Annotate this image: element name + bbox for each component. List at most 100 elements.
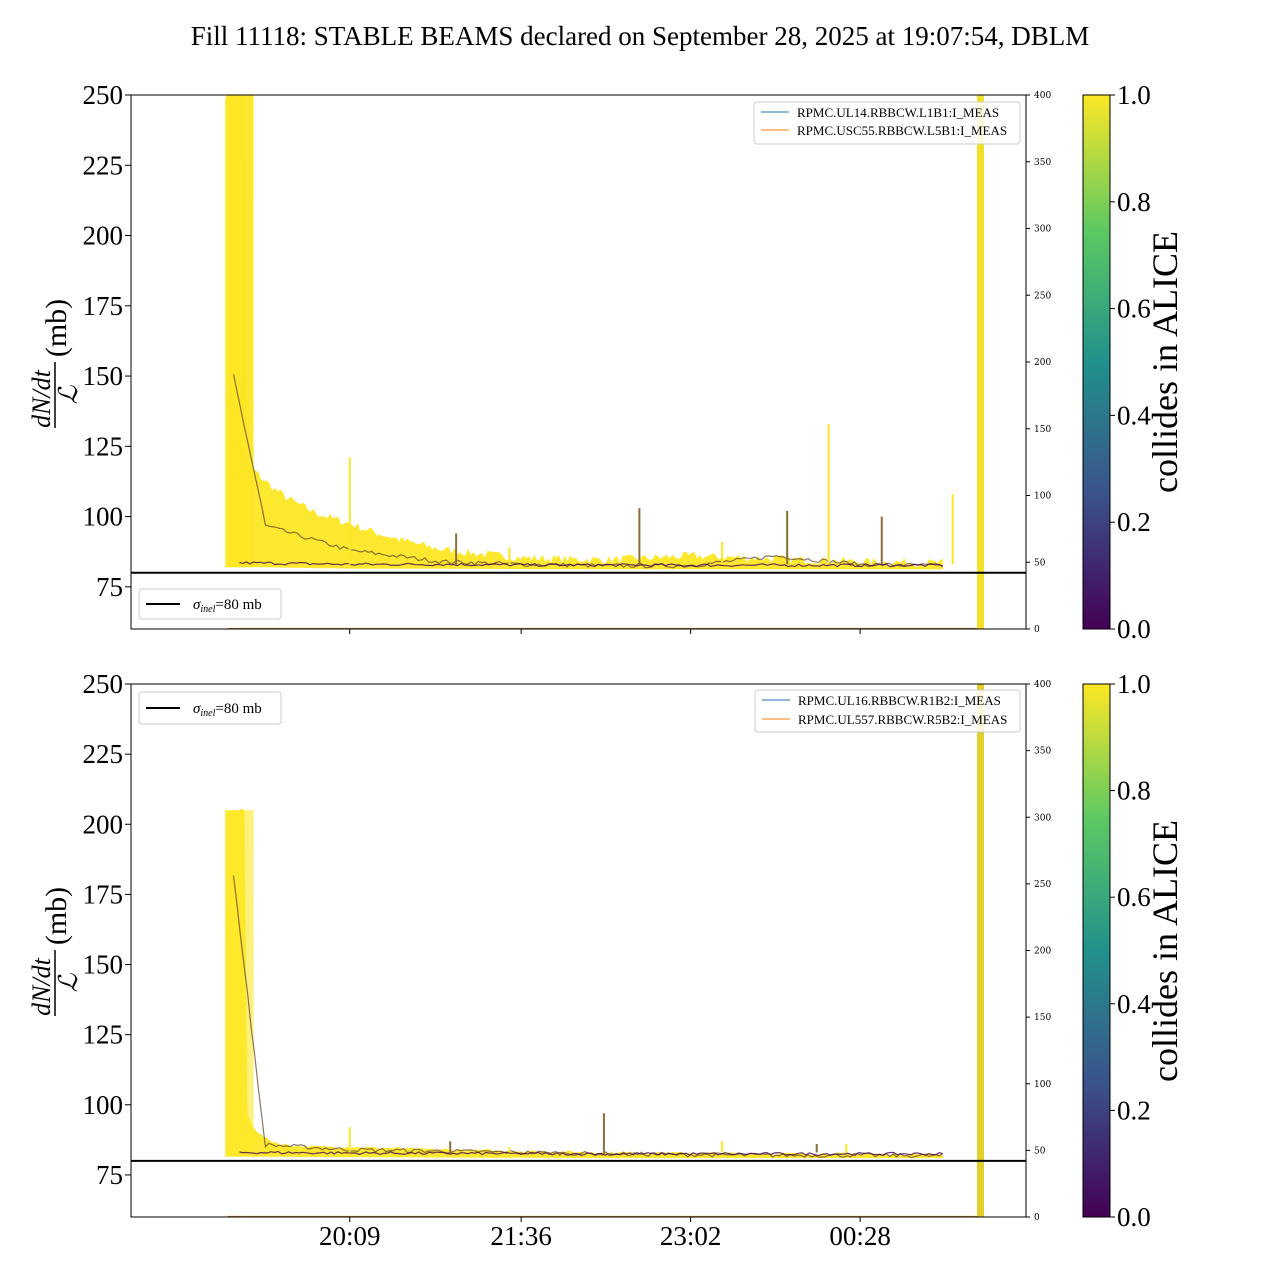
bot-end-band <box>977 684 984 1217</box>
bot-ytick-label: 225 <box>83 739 124 769</box>
bot-right-ytick-label: 200 <box>1034 947 1051 957</box>
top-ylabel-unit: (mb) <box>40 299 73 357</box>
top-legend-label-2: RPMC.USC55.RBBCW.L5B1:I_MEAS <box>797 123 1007 138</box>
top-colorbar-ticks: 0.0 0.2 0.4 0.6 0.8 1.0 <box>1110 80 1151 644</box>
top-ylabel-denominator: ℒ <box>54 384 83 404</box>
top-legend-label-1: RPMC.UL14.RBBCW.L1B1:I_MEAS <box>797 105 999 120</box>
bot-ytick-label: 125 <box>83 1020 124 1050</box>
bot-right-ytick-label: 0 <box>1034 1213 1040 1223</box>
bottom-legend-label-1: RPMC.UL16.RBBCW.R1B2:I_MEAS <box>798 693 1001 708</box>
bot-cb-tick-label: 0.8 <box>1117 776 1151 806</box>
bot-xtick-label: 20:09 <box>319 1221 381 1251</box>
top-right-ytick-label: 100 <box>1034 492 1051 502</box>
bot-cb-tick-label: 1.0 <box>1117 669 1151 699</box>
top-sigma-legend-box <box>138 588 282 620</box>
chart-title: Fill 11118: STABLE BEAMS declared on Sep… <box>191 21 1090 51</box>
top-end-band <box>977 95 984 629</box>
bottom-ylabel-numerator: dN/dt <box>27 957 56 1016</box>
top-initial-peak <box>227 95 254 568</box>
bot-right-ytick-label: 50 <box>1034 1146 1046 1156</box>
top-ylabel: dN/dt ℒ (mb) <box>27 299 83 428</box>
bot-cb-tick-label: 0.2 <box>1117 1095 1151 1125</box>
bottom-legend-box <box>754 689 1021 733</box>
top-dark-trace <box>232 374 944 569</box>
bottom-right-y-ticks: 0 50 100 150 200 250 300 350 400 <box>1026 680 1051 1223</box>
top-ytick-label: 225 <box>83 150 124 180</box>
bottom-ylabel-denominator: ℒ <box>54 972 83 992</box>
top-ytick-label: 100 <box>83 502 124 532</box>
bot-cb-tick-label: 0.4 <box>1117 989 1151 1019</box>
bot-ytick-label: 75 <box>96 1160 123 1190</box>
top-cb-tick-label: 0.2 <box>1117 507 1151 537</box>
bot-dark-trace <box>232 875 944 1159</box>
top-x-ticks <box>349 629 861 634</box>
bottom-sigma-legend-box <box>138 691 282 725</box>
top-dark-baseline <box>239 561 944 568</box>
bot-cb-tick-label: 0.6 <box>1117 882 1151 912</box>
bottom-axes-frame <box>130 683 1027 1218</box>
top-sigma-legend-label: σinel=80 mb <box>193 597 262 615</box>
top-colorbar: 0.0 0.2 0.4 0.6 0.8 1.0 collides in ALICE <box>1082 80 1185 644</box>
top-ytick-label: 150 <box>83 361 124 391</box>
bottom-legend-sigma: σinel=80 mb <box>138 691 282 725</box>
bottom-sigma-legend-label: σinel=80 mb <box>193 701 262 719</box>
bot-initial-peak <box>227 810 254 1156</box>
top-ytick-label: 250 <box>83 80 124 110</box>
bottom-colorbar-ticks: 0.0 0.2 0.4 0.6 0.8 1.0 <box>1110 669 1151 1232</box>
top-cb-tick-label: 1.0 <box>1117 80 1151 110</box>
top-legend-box <box>753 101 1021 145</box>
bot-right-ytick-label: 300 <box>1034 813 1051 823</box>
top-colorbar-gradient <box>1082 94 1111 630</box>
bottom-colorbar-gradient <box>1082 683 1111 1218</box>
bot-xtick-label: 21:36 <box>490 1221 552 1251</box>
top-y-ticks: 75 100 125 150 175 200 225 250 <box>83 80 131 602</box>
top-ytick-label: 175 <box>83 291 124 321</box>
top-yellow-band <box>225 95 943 570</box>
top-ytick-label: 125 <box>83 431 124 461</box>
bot-xtick-label: 23:02 <box>660 1221 722 1251</box>
top-ylabel-numerator: dN/dt <box>27 369 56 428</box>
bottom-panel: 75 100 125 150 175 200 225 250 0 50 100 150 200 250 3… <box>27 669 1051 1251</box>
bot-yellow-band <box>225 808 943 1159</box>
bottom-colorbar: 0.0 0.2 0.4 0.6 0.8 1.0 collides in ALICE <box>1082 669 1185 1232</box>
bottom-legend-series: RPMC.UL16.RBBCW.R1B2:I_MEAS RPMC.UL557.R… <box>754 689 1021 733</box>
top-cb-tick-label: 0.6 <box>1117 294 1151 324</box>
bottom-legend-label-2: RPMC.UL557.RBBCW.R5B2:I_MEAS <box>798 712 1007 727</box>
bottom-y-ticks: 75 100 125 150 175 200 225 250 <box>83 669 131 1190</box>
top-ytick-label: 200 <box>83 221 124 251</box>
top-legend-series: RPMC.UL14.RBBCW.L1B1:I_MEAS RPMC.USC55.R… <box>753 101 1021 145</box>
top-right-y-ticks: 0 50 100 150 200 250 300 350 400 <box>1026 91 1051 635</box>
bot-ytick-label: 175 <box>83 879 124 909</box>
bot-right-ytick-label: 250 <box>1034 880 1051 890</box>
top-cb-tick-label: 0.8 <box>1117 187 1151 217</box>
top-right-ytick-label: 300 <box>1034 225 1051 235</box>
top-right-ytick-label: 350 <box>1034 158 1051 168</box>
top-right-ytick-label: 400 <box>1034 91 1051 101</box>
top-legend-sigma: σinel=80 mb <box>138 588 282 620</box>
top-right-ytick-label: 0 <box>1034 625 1040 635</box>
bot-ytick-label: 200 <box>83 809 124 839</box>
bot-right-ytick-label: 400 <box>1034 680 1051 690</box>
bot-right-ytick-label: 150 <box>1034 1013 1051 1023</box>
bot-right-ytick-label: 350 <box>1034 747 1051 757</box>
top-right-ytick-label: 250 <box>1034 291 1051 301</box>
top-colorbar-label: collides in ALICE <box>1145 231 1185 493</box>
top-right-ytick-label: 50 <box>1034 558 1046 568</box>
top-cb-tick-label: 0.4 <box>1117 400 1151 430</box>
bot-dark-baseline <box>239 1150 943 1156</box>
bottom-x-ticks: 20:09 21:36 23:02 00:28 <box>319 1217 891 1251</box>
bot-ytick-label: 250 <box>83 669 124 699</box>
bottom-ylabel-unit: (mb) <box>40 887 73 945</box>
bottom-ylabel: dN/dt ℒ (mb) <box>27 887 83 1016</box>
bot-ytick-label: 150 <box>83 950 124 980</box>
top-plot-data <box>225 95 984 629</box>
bot-ytick-label: 100 <box>83 1090 124 1120</box>
bottom-colorbar-label: collides in ALICE <box>1145 820 1185 1082</box>
top-right-ytick-label: 200 <box>1034 358 1051 368</box>
top-cb-tick-label: 0.0 <box>1117 614 1151 644</box>
top-right-ytick-label: 150 <box>1034 425 1051 435</box>
bot-right-ytick-label: 100 <box>1034 1080 1051 1090</box>
top-ytick-label: 75 <box>96 572 123 602</box>
bottom-plot-data <box>225 684 984 1217</box>
